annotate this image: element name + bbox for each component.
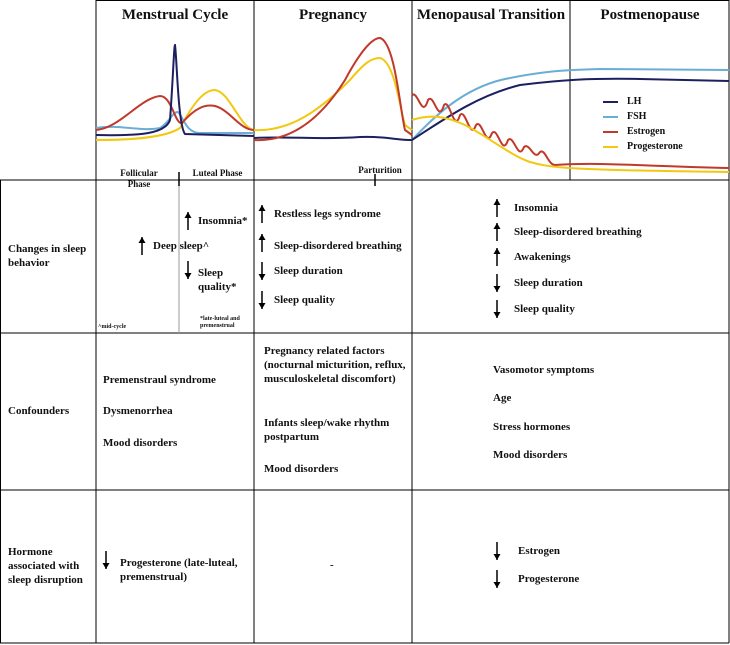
arrow-up — [493, 223, 501, 241]
arrow-head — [258, 205, 266, 211]
legend-label: FSH — [627, 111, 647, 122]
item-text: Sleep quality — [274, 294, 335, 306]
item-text: Sleep duration — [274, 265, 343, 277]
arrow-up — [258, 205, 266, 223]
arrow-head — [493, 554, 501, 560]
legend-label: LH — [627, 96, 642, 107]
column-header: Pregnancy — [298, 7, 368, 23]
item-text: Sleep quality — [514, 303, 575, 315]
arrow-down — [184, 261, 192, 279]
arrow-down — [102, 551, 110, 569]
item-text: Progesterone — [518, 573, 580, 585]
arrow-head — [493, 312, 501, 318]
hormone-curves — [95, 36, 730, 173]
item-text: Sleep-disordered breathing — [514, 226, 642, 238]
item-text: Premenstraul syndrome — [103, 374, 216, 386]
legend — [603, 101, 618, 148]
arrow-down — [493, 274, 501, 292]
timeline-label: Luteal Phase — [192, 168, 243, 178]
item-text: Mood disorders — [493, 449, 568, 461]
item-text: Stress hormones — [493, 421, 571, 433]
arrow-down — [258, 262, 266, 280]
estrogen-curve — [411, 93, 730, 169]
item-text: Dysmenorrhea — [103, 405, 173, 417]
arrow-head — [102, 563, 110, 569]
footnote: ^mid-cycle — [98, 324, 127, 330]
item-text: Restless legs syndrome — [274, 208, 381, 220]
row-label: Hormone associated with sleep disruption — [8, 546, 83, 586]
arrow-down — [493, 542, 501, 560]
item-text: Sleep quality* — [198, 267, 237, 293]
item-text: Deep sleep^ — [153, 240, 210, 252]
item-text: Insomnia* — [198, 215, 248, 227]
progesterone-curve — [253, 56, 413, 132]
lh-curve — [95, 43, 255, 137]
column-header: Postmenopause — [600, 7, 700, 23]
arrows — [102, 199, 501, 588]
item-text: Mood disorders — [264, 463, 339, 475]
item-text: Awakenings — [514, 251, 571, 263]
item-text: Infants sleep/wake rhythm postpartum — [264, 417, 390, 443]
row-label: Changes in sleep behavior — [8, 243, 87, 269]
fsh-curve — [411, 67, 730, 141]
timeline-label: Parturition — [358, 165, 402, 175]
row-label: Confounders — [8, 405, 70, 417]
arrow-head — [493, 248, 501, 254]
item-text: Age — [493, 392, 512, 404]
timeline-label: Follicular Phase — [120, 168, 158, 189]
item-text: - — [330, 559, 334, 571]
footnote: *late-luteal and premenstrual — [200, 316, 240, 329]
column-header: Menstrual Cycle — [121, 7, 229, 23]
arrow-up — [258, 234, 266, 252]
arrow-head — [493, 199, 501, 205]
arrow-head — [138, 237, 146, 243]
item-text: Insomnia — [514, 202, 559, 214]
item-text: Estrogen — [518, 545, 560, 557]
arrow-up — [493, 248, 501, 266]
item-text: Mood disorders — [103, 437, 178, 449]
legend-label: Progesterone — [627, 141, 683, 152]
estrogen-curve — [95, 94, 255, 131]
arrow-head — [184, 273, 192, 279]
arrow-head — [258, 234, 266, 240]
arrow-head — [493, 223, 501, 229]
arrow-head — [258, 274, 266, 280]
estrogen-curve — [253, 36, 413, 142]
arrow-head — [493, 286, 501, 292]
arrow-down — [493, 570, 501, 588]
arrow-up — [184, 212, 192, 230]
arrow-up — [493, 199, 501, 217]
item-text: Sleep-disordered breathing — [274, 240, 402, 252]
progesterone-curve — [95, 88, 255, 141]
arrow-head — [184, 212, 192, 218]
column-header: Menopausal Transition — [416, 7, 566, 23]
arrow-down — [258, 291, 266, 309]
progesterone-curve — [411, 115, 730, 173]
item-text: Sleep duration — [514, 277, 583, 289]
item-text: Pregnancy related factors (nocturnal mic… — [264, 345, 406, 385]
arrow-down — [493, 300, 501, 318]
arrow-head — [493, 582, 501, 588]
item-text: Vasomotor symptoms — [493, 364, 595, 376]
arrow-head — [258, 303, 266, 309]
arrow-up — [138, 237, 146, 255]
legend-label: Estrogen — [627, 126, 666, 137]
item-text: Progesterone (late-luteal, premenstrual) — [120, 557, 238, 583]
